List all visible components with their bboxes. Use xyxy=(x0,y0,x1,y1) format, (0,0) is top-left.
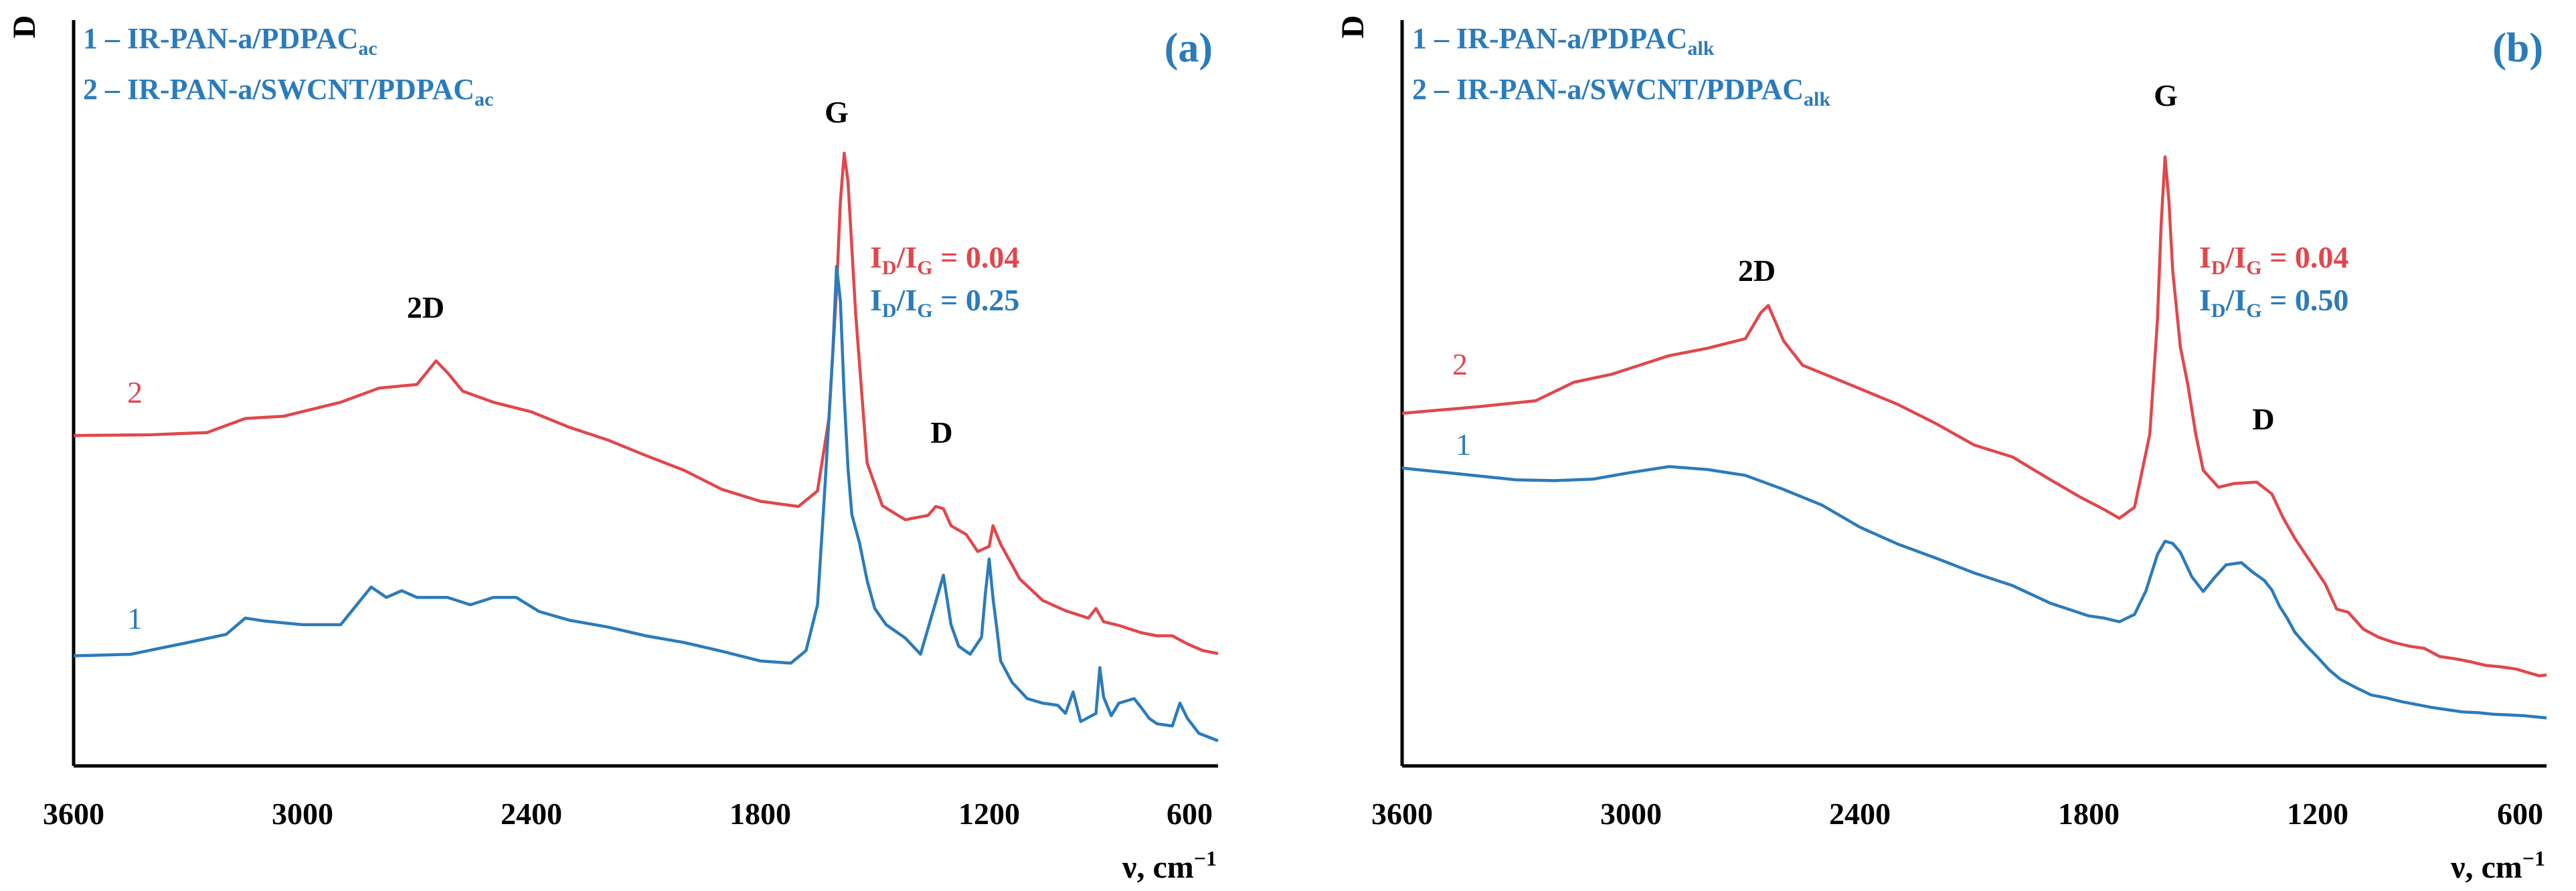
panel-a-series-2-line xyxy=(73,151,1219,656)
panel-a-legend-2: 2 – IR-PAN-a/SWCNT/PDPACac xyxy=(83,73,493,110)
panel-a-legend-2-sub: ac xyxy=(475,88,493,110)
panel-a-tick-label: 2400 xyxy=(501,797,562,831)
panel-b-series-1-line xyxy=(1401,465,2547,720)
panel-a-legend-1-sub: ac xyxy=(358,37,377,60)
panel-b-legend-1-sub: alk xyxy=(1687,37,1714,60)
panel-b-ratio-2: ID/IG = 0.04 xyxy=(2199,240,2348,279)
panel-a-peak-2d: 2D xyxy=(407,290,444,324)
panel-b: D 1 – IR-PAN-a/PDPACalk 2 – IR-PAN-a/SWC… xyxy=(1335,15,2547,885)
panel-b-peak-g: G xyxy=(2154,78,2178,112)
panel-b-tick-label: 600 xyxy=(2497,797,2543,831)
panel-b-curve-1-number: 1 xyxy=(1456,427,1471,462)
panel-a-ratio-2: ID/IG = 0.04 xyxy=(870,240,1019,279)
panel-b-y-label: D xyxy=(1335,15,1371,39)
panel-b-legend-2-sub: alk xyxy=(1804,88,1830,110)
panel-a-peak-d: D xyxy=(930,415,952,450)
panel-a-tick-label: 3600 xyxy=(43,797,104,831)
panel-b-curve-2-number: 2 xyxy=(1452,347,1468,381)
panel-b-ratio-1: ID/IG = 0.50 xyxy=(2199,283,2348,322)
panel-b-label: (b) xyxy=(2492,25,2543,71)
panel-a-series-1-line xyxy=(73,264,1219,742)
panel-b-tick-label: 1800 xyxy=(2058,797,2120,831)
panel-b-peak-d: D xyxy=(2252,402,2274,436)
panel-a-curve-2-number: 2 xyxy=(127,375,143,409)
panel-b-tick-label: 1200 xyxy=(2287,797,2348,831)
panel-a-label: (a) xyxy=(1165,25,1213,71)
panel-a: D 1 – IR-PAN-a/PDPACac 2 – IR-PAN-a/SWCN… xyxy=(7,15,1219,885)
panel-b-tick-label: 3000 xyxy=(1600,797,1662,831)
panel-a-tick-label: 1200 xyxy=(958,797,1020,831)
panel-a-tick-label: 3000 xyxy=(272,797,333,831)
panel-a-y-label: D xyxy=(7,15,42,39)
panel-b-x-ticks: 3600 3000 2400 1800 1200 600 xyxy=(1371,797,2543,831)
panel-a-legend-1: 1 – IR-PAN-a/PDPACac xyxy=(83,22,377,60)
panel-a-tick-label: 600 xyxy=(1167,797,1213,831)
panel-b-legend-1-text: 1 – IR-PAN-a/PDPAC xyxy=(1412,22,1687,55)
panel-b-legend-2-text: 2 – IR-PAN-a/SWCNT/PDPAC xyxy=(1412,73,1804,106)
panel-b-series-2-line xyxy=(1401,155,2547,678)
panel-b-tick-label: 2400 xyxy=(1829,797,1891,831)
panel-a-curve-1-number: 1 xyxy=(127,601,143,635)
panel-a-ratio-1: ID/IG = 0.25 xyxy=(870,283,1019,322)
panel-a-peak-g: G xyxy=(825,95,849,129)
panel-b-legend-1: 1 – IR-PAN-a/PDPACalk xyxy=(1412,22,1715,60)
panel-a-legend-2-text: 2 – IR-PAN-a/SWCNT/PDPAC xyxy=(83,73,475,106)
panel-b-x-label: ν, cm−1 xyxy=(2450,846,2545,885)
panel-a-legend-1-text: 1 – IR-PAN-a/PDPAC xyxy=(83,22,358,55)
panel-b-legend-2: 2 – IR-PAN-a/SWCNT/PDPACalk xyxy=(1412,73,1830,110)
panel-b-tick-label: 3600 xyxy=(1371,797,1433,831)
panel-a-x-ticks: 3600 3000 2400 1800 1200 600 xyxy=(43,797,1213,831)
panel-b-peak-2d: 2D xyxy=(1738,254,1776,288)
panel-a-tick-label: 1800 xyxy=(729,797,791,831)
panel-a-x-label: ν, cm−1 xyxy=(1122,846,1217,885)
